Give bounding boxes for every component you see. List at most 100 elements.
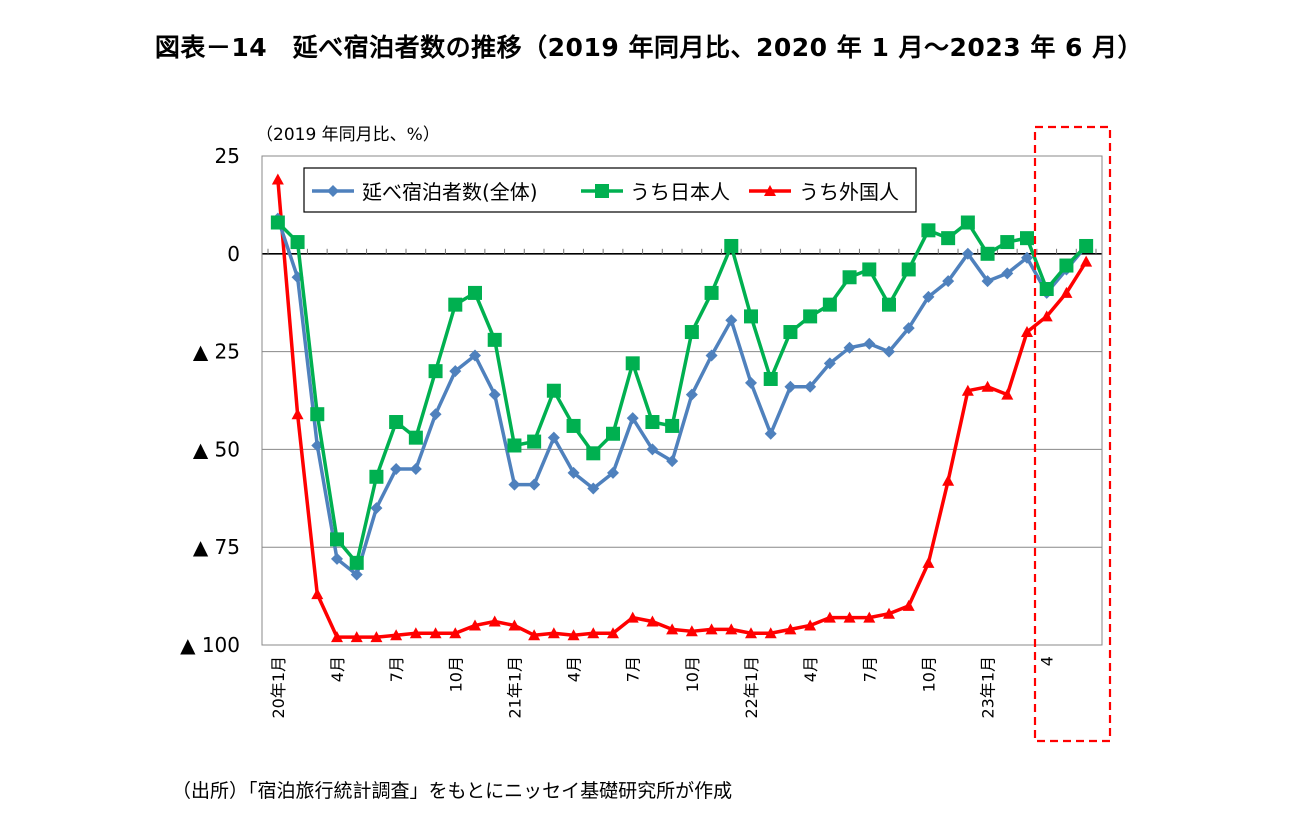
data-point [725, 623, 738, 635]
data-point [883, 345, 895, 358]
data-point [922, 556, 935, 568]
data-point [586, 446, 601, 461]
data-point [567, 629, 580, 641]
x-tick-label: 4月 [801, 656, 820, 682]
data-point [882, 297, 896, 312]
data-point [626, 412, 639, 425]
x-tick-label: 7月 [624, 656, 643, 682]
data-point [390, 629, 403, 641]
data-point [327, 185, 339, 197]
data-point [902, 322, 915, 335]
legend: 延べ宿泊者数(全体) うち日本人 うち外国人 [303, 167, 917, 213]
data-point [883, 607, 895, 619]
data-point [1040, 310, 1053, 322]
data-point [684, 325, 699, 340]
chart-title: 図表－14 延べ宿泊者数の推移（2019 年同月比、2020 年 1 月～202… [154, 33, 1144, 62]
data-point [1000, 235, 1015, 250]
data-point [587, 627, 600, 639]
data-point [922, 290, 935, 303]
data-point [784, 623, 797, 635]
data-point [271, 173, 284, 185]
data-point [685, 625, 698, 637]
data-point [546, 383, 561, 398]
data-point [626, 611, 639, 623]
data-point [665, 418, 680, 433]
y-tick-label: ▲ 25 [193, 340, 240, 364]
plot-area-border [261, 155, 1103, 646]
data-point [487, 332, 502, 347]
data-point [566, 418, 581, 433]
data-point [429, 627, 442, 639]
data-point [942, 474, 955, 486]
data-point [744, 309, 758, 324]
data-point [705, 623, 718, 635]
data-point [508, 619, 521, 631]
data-point [567, 466, 580, 479]
data-point [349, 555, 364, 570]
data-point [1080, 255, 1093, 267]
y-axis: 25 0 ▲ 25 ▲ 50 ▲ 75 ▲ 100 [180, 144, 240, 657]
series-line [276, 179, 1088, 639]
data-point [764, 427, 777, 440]
y-tick-label: ▲ 50 [193, 437, 240, 461]
series-foreign [271, 173, 1093, 643]
data-point [409, 462, 422, 475]
data-point [804, 619, 817, 631]
highlight-box [1033, 125, 1112, 743]
data-point [488, 388, 501, 401]
data-point [607, 627, 619, 639]
data-point [547, 431, 560, 444]
y-tick-label: ▲ 100 [180, 633, 240, 657]
x-axis: 20年1月 4月 7月 10月 21年1月 4月 7月 10月 22年1月 4月 7月 10月 23年1… [269, 656, 1057, 719]
grid-lines [262, 155, 1102, 646]
data-point [449, 365, 462, 378]
x-tick-label: 23年1月 [979, 656, 998, 719]
legend-label: うち外国人 [799, 180, 899, 204]
data-point [370, 502, 383, 515]
data-point [331, 552, 343, 565]
data-point [1020, 231, 1034, 246]
series-total [271, 212, 1093, 581]
data-point [448, 297, 463, 312]
data-point [980, 246, 995, 261]
data-point [763, 371, 778, 386]
series-japanese [270, 215, 1094, 570]
data-point [547, 627, 560, 639]
data-point [389, 415, 404, 430]
data-point [784, 380, 797, 393]
data-point [508, 478, 521, 491]
x-tick-label: 10月 [919, 656, 938, 692]
legend-label: うち日本人 [630, 180, 730, 204]
data-point [587, 482, 600, 495]
data-point [607, 466, 619, 479]
x-tick-label: 4月 [328, 656, 347, 682]
y-tick-label: ▲ 75 [193, 535, 240, 559]
data-point [764, 185, 776, 196]
data-point [625, 356, 640, 371]
data-point [1039, 282, 1054, 297]
data-point [862, 262, 877, 277]
data-point [1021, 326, 1033, 338]
data-point [783, 325, 798, 340]
data-point [311, 588, 324, 600]
data-point [685, 388, 698, 401]
data-point [823, 357, 836, 370]
data-point [350, 631, 363, 643]
data-point [370, 631, 383, 643]
data-point [488, 615, 501, 627]
data-point [942, 275, 955, 288]
x-tick-label: 22年1月 [742, 656, 761, 719]
data-point [645, 415, 660, 430]
data-point [606, 426, 620, 441]
data-point [961, 384, 974, 396]
data-point [270, 215, 285, 230]
data-point [724, 238, 739, 253]
data-point [1079, 238, 1094, 253]
data-point [921, 223, 936, 238]
data-point [822, 297, 837, 312]
data-point [330, 532, 344, 547]
source-note: （出所）「宿泊旅行統計調査」をもとにニッセイ基礎研究所が作成 [172, 780, 733, 802]
data-point [1021, 251, 1033, 264]
legend-item: うち外国人 [749, 180, 899, 204]
data-point [646, 615, 659, 627]
